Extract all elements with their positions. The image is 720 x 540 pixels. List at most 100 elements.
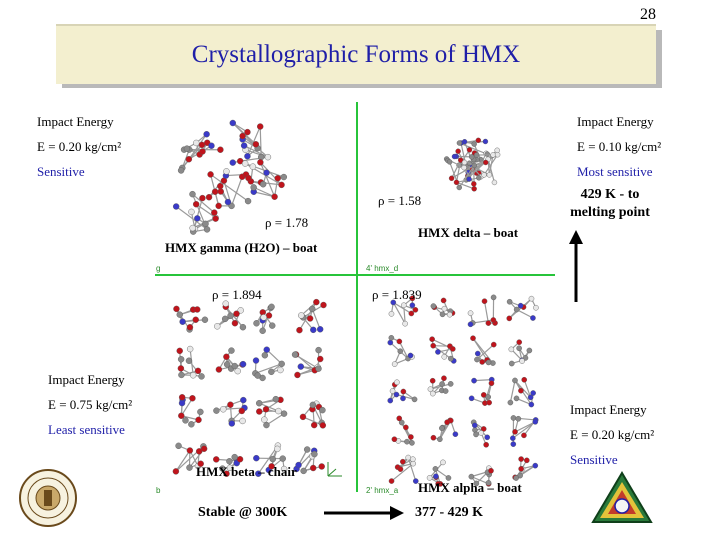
atom <box>399 458 406 465</box>
alpha-sensitivity: Sensitive <box>570 452 618 467</box>
atom <box>456 140 463 146</box>
atom <box>510 435 516 441</box>
bond <box>483 301 489 324</box>
bond <box>181 144 203 169</box>
atom <box>461 164 467 171</box>
atom <box>173 305 180 313</box>
alpha-density: ρ = 1.839 <box>372 287 422 302</box>
atom <box>483 159 489 166</box>
atom <box>446 159 453 165</box>
atom <box>508 360 515 367</box>
atom <box>250 184 257 191</box>
atom <box>467 321 474 328</box>
bond <box>192 193 215 214</box>
atom <box>506 315 513 322</box>
gamma-impact-label: Impact Energy <box>37 114 114 129</box>
atom <box>430 434 437 441</box>
panel-alpha <box>358 276 555 492</box>
atom <box>201 316 209 323</box>
atom <box>249 163 257 170</box>
atom <box>219 465 226 472</box>
atom <box>264 153 272 161</box>
atom <box>528 401 535 408</box>
atom <box>194 215 201 222</box>
atom <box>189 372 197 379</box>
atom <box>199 148 206 155</box>
atom <box>479 359 486 365</box>
atom <box>402 320 408 327</box>
atom <box>240 396 247 404</box>
atom <box>223 470 230 477</box>
atom <box>223 168 230 175</box>
gamma-structure-image <box>172 119 288 235</box>
atom <box>231 320 239 327</box>
bond <box>487 159 496 183</box>
atom <box>269 322 276 329</box>
atom <box>447 381 454 387</box>
atom <box>223 353 230 360</box>
atom <box>303 446 311 453</box>
bond <box>259 126 262 158</box>
bond <box>230 176 243 207</box>
atom <box>440 459 446 466</box>
atom <box>409 295 416 302</box>
atom <box>398 419 405 426</box>
atom <box>261 416 268 423</box>
atom <box>239 417 246 425</box>
atom <box>396 338 403 345</box>
atom <box>300 467 307 475</box>
delta-impact-label: Impact Energy <box>577 114 654 129</box>
atom <box>227 401 234 408</box>
atom <box>471 422 478 429</box>
atom <box>393 391 400 398</box>
atom <box>518 387 524 394</box>
bond <box>180 397 193 417</box>
atom <box>280 410 288 417</box>
atom <box>197 408 204 416</box>
atom <box>257 123 264 130</box>
atom <box>222 300 229 307</box>
atom <box>467 310 474 316</box>
atom <box>310 326 317 334</box>
bond <box>514 421 536 433</box>
atom <box>254 372 261 379</box>
bond <box>210 173 249 202</box>
bond <box>396 393 415 400</box>
atom <box>296 326 303 334</box>
atom <box>313 298 320 306</box>
atom <box>186 464 193 471</box>
atom <box>439 311 446 318</box>
atom <box>263 421 270 429</box>
atom <box>310 464 317 472</box>
atom <box>197 460 204 467</box>
atom <box>476 175 482 181</box>
bond <box>509 380 516 403</box>
atom <box>486 399 492 406</box>
bond <box>225 306 244 328</box>
atom <box>278 360 285 368</box>
atom <box>485 394 491 400</box>
atom <box>390 299 397 306</box>
atom <box>412 478 419 484</box>
transition-temperature-label: 377 - 429 K <box>415 505 484 520</box>
atom <box>236 456 244 463</box>
atom <box>452 431 459 437</box>
atom <box>485 359 492 366</box>
atom <box>217 182 224 190</box>
atom <box>441 375 447 382</box>
atom <box>403 424 409 431</box>
bond <box>483 154 499 176</box>
bond <box>459 142 488 155</box>
atom <box>280 173 288 181</box>
alpha-impact-value: E = 0.20 kg/cm² <box>570 427 655 442</box>
delta-structure-image <box>443 137 501 192</box>
atom <box>311 450 318 458</box>
atom <box>441 354 448 360</box>
atom <box>439 425 445 431</box>
atom <box>473 431 479 438</box>
atom <box>471 141 477 147</box>
atom <box>275 407 282 415</box>
atom <box>224 198 232 206</box>
atom <box>172 468 180 475</box>
atom <box>268 303 275 311</box>
